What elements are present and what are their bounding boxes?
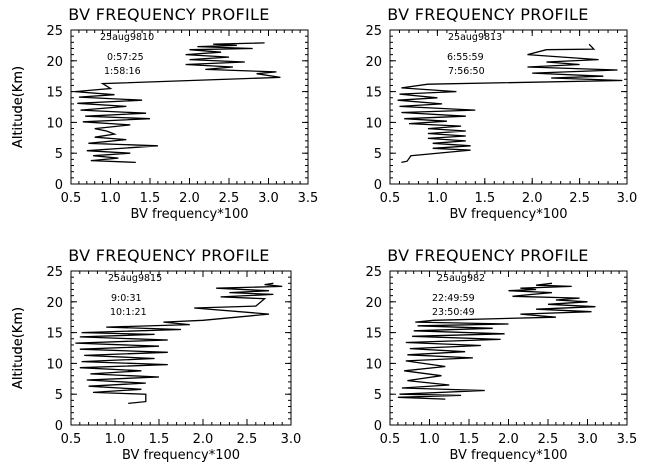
x-tick-label: 1.5 [474, 191, 495, 206]
y-tick-label: 20 [365, 296, 382, 311]
x-tick-label: 2.5 [569, 191, 590, 206]
x-tick-label: 2.0 [179, 191, 200, 206]
bv-frequency-trace [75, 283, 282, 403]
annotation-time: 23:50:49 [432, 307, 475, 318]
annotation-date: 25aug9815 [108, 273, 162, 284]
x-axis-label: BV frequency*100 [449, 448, 567, 463]
annotation-time: 6:55:59 [447, 52, 484, 63]
y-tick-label: 5 [374, 388, 382, 403]
x-tick-label: 3.5 [298, 191, 319, 206]
x-tick-label: 1.0 [427, 191, 448, 206]
y-tick-label: 15 [46, 327, 63, 342]
chart-title: BV FREQUENCY PROFILE [68, 246, 269, 265]
y-tick-label: 10 [46, 357, 63, 372]
bv-frequency-trace [398, 44, 623, 162]
annotation-time: 7:56:50 [448, 66, 485, 77]
chart-panel-1: BV FREQUENCY PROFILE 0.5 1.0 1.5 2.0 2.5 3.0 3.… [11, 5, 318, 222]
annotation-time: 1:58:16 [104, 66, 141, 77]
annotation-date: 25aug9813 [448, 32, 502, 43]
x-axis-label: BV frequency*100 [122, 448, 240, 463]
x-tick-label: 2.5 [237, 432, 258, 447]
x-tick-label: 3.0 [617, 191, 638, 206]
y-tick-label: 10 [365, 357, 382, 372]
y-axis-label: Altitude(Km) [11, 307, 26, 389]
annotation-time: 9:0:31 [111, 293, 142, 304]
x-tick-label: 1.0 [105, 432, 126, 447]
x-tick-label: 3.0 [577, 432, 598, 447]
y-tick-label: 25 [365, 24, 382, 39]
chart-panel-3: BV FREQUENCY PROFILE 0.5 1.0 1.5 2.0 2.5 3.0 0 5… [11, 246, 301, 463]
x-tick-label: 1.5 [149, 432, 170, 447]
y-tick-label: 20 [46, 296, 63, 311]
x-tick-label: 0.5 [380, 191, 401, 206]
y-tick-label: 25 [46, 265, 63, 280]
x-tick-label: 1.0 [419, 432, 440, 447]
y-tick-label: 5 [55, 388, 63, 403]
y-axis-label: Altitude(Km) [11, 66, 26, 148]
chart-title: BV FREQUENCY PROFILE [387, 5, 588, 24]
y-tick-label: 25 [46, 24, 63, 39]
bv-frequency-trace [398, 283, 596, 399]
x-tick-label: 0.5 [380, 432, 401, 447]
x-axis-label: BV frequency*100 [449, 207, 567, 222]
y-tick-label: 0 [55, 419, 63, 434]
x-tick-label: 1.5 [459, 432, 480, 447]
x-tick-label: 0.5 [61, 432, 82, 447]
x-tick-label: 3.5 [617, 432, 638, 447]
x-tick-label: 3.0 [281, 432, 302, 447]
plot-frame [390, 30, 627, 184]
annotation-time: 22:49:59 [432, 293, 475, 304]
y-tick-label: 15 [365, 86, 382, 101]
annotation-date: 25aug9810 [100, 32, 154, 43]
y-tick-label: 10 [365, 116, 382, 131]
bv-frequency-trace [75, 43, 280, 162]
x-tick-label: 1.0 [100, 191, 121, 206]
y-tick-label: 10 [46, 116, 63, 131]
x-tick-label: 2.0 [522, 191, 543, 206]
x-tick-label: 2.0 [193, 432, 214, 447]
x-tick-label: 2.0 [498, 432, 519, 447]
y-tick-label: 20 [365, 55, 382, 70]
y-tick-label: 5 [55, 147, 63, 162]
y-tick-label: 25 [365, 265, 382, 280]
y-tick-label: 0 [55, 178, 63, 193]
y-tick-label: 0 [374, 178, 382, 193]
y-tick-label: 15 [365, 327, 382, 342]
annotation-time: 0:57:25 [107, 52, 144, 63]
x-tick-label: 2.5 [219, 191, 240, 206]
y-tick-label: 15 [46, 86, 63, 101]
chart-title: BV FREQUENCY PROFILE [387, 246, 588, 265]
chart-title: BV FREQUENCY PROFILE [68, 5, 269, 24]
annotation-date: 25aug982 [437, 273, 485, 284]
y-tick-label: 5 [374, 147, 382, 162]
x-tick-label: 2.5 [538, 432, 559, 447]
annotation-time: 10:1:21 [110, 307, 147, 318]
y-tick-label: 20 [46, 55, 63, 70]
y-tick-label: 0 [374, 419, 382, 434]
x-axis-label: BV frequency*100 [130, 207, 248, 222]
x-tick-label: 0.5 [61, 191, 82, 206]
x-tick-label: 3.0 [258, 191, 279, 206]
x-tick-label: 1.5 [140, 191, 161, 206]
